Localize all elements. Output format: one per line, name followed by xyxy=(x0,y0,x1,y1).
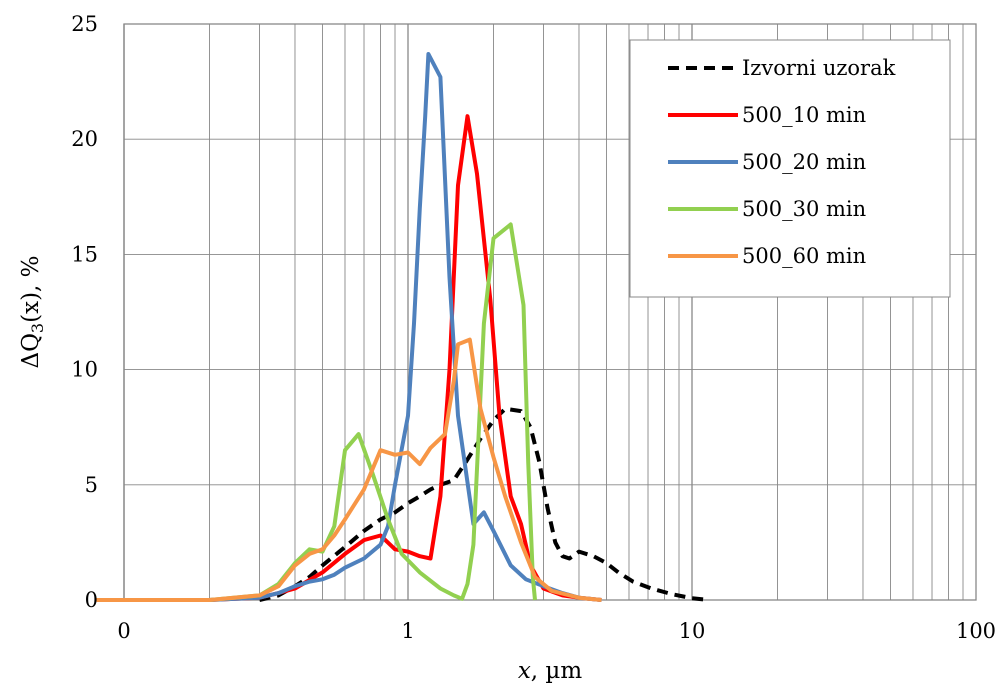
x-axis-label: x, µm xyxy=(518,658,583,684)
series-line-5 xyxy=(96,337,602,602)
series-line-4 xyxy=(96,222,537,602)
legend-label-2: 500_10 min xyxy=(742,103,866,127)
x-tick-label: 0 xyxy=(117,619,130,643)
x-axis-unit: , µm xyxy=(531,658,583,684)
legend: Izvorni uzorak 500_10 min 500_20 min 500_30… xyxy=(629,39,951,298)
x-tick-label: 100 xyxy=(956,619,996,643)
legend-label-1: Izvorni uzorak xyxy=(742,56,896,80)
x-axis-variable: x xyxy=(518,658,531,684)
y-axis-subscript: 3 xyxy=(28,323,47,333)
legend-label-5: 500_60 min xyxy=(742,244,866,268)
x-tick-label: 10 xyxy=(679,619,706,643)
legend-label-3: 500_20 min xyxy=(742,150,866,174)
y-tick-label: 20 xyxy=(71,127,98,151)
y-axis-label: ΔQ3(x), % xyxy=(18,255,47,368)
y-tick-label: 0 xyxy=(85,588,98,612)
y-tick-label: 5 xyxy=(85,473,98,497)
y-tick-label: 10 xyxy=(71,358,98,382)
series-line-3 xyxy=(96,52,602,602)
y-tick-label: 15 xyxy=(71,242,98,266)
y-axis-prefix: ΔQ xyxy=(18,333,44,368)
y-axis-suffix: (x), % xyxy=(18,255,44,322)
grid xyxy=(123,23,976,601)
series-group xyxy=(96,52,710,602)
y-tick-label: 25 xyxy=(71,12,98,36)
x-tick-label: 1 xyxy=(401,619,414,643)
legend-label-4: 500_30 min xyxy=(742,197,866,221)
tick-labels: 0 1 10 100 0 5 10 15 20 25 xyxy=(71,12,996,643)
plot-frame xyxy=(123,23,977,601)
